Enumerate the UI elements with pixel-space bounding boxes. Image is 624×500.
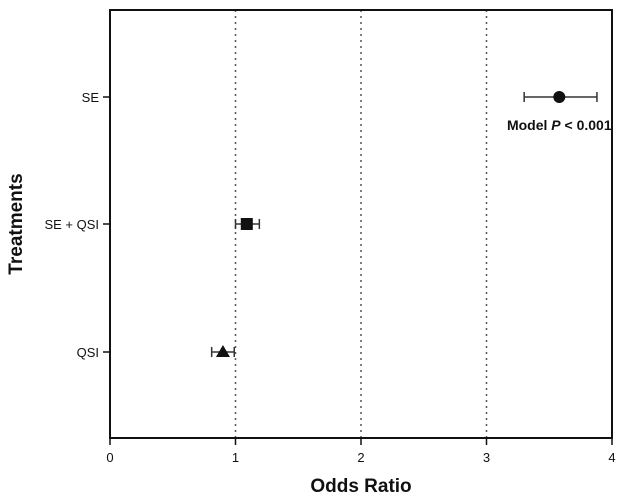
point-marker-circle <box>553 91 566 103</box>
x-tick-label: 2 <box>357 450 364 465</box>
point-marker-triangle <box>215 345 230 357</box>
y-axis: SE SE + QSI QSI <box>44 90 110 360</box>
x-axis-title: Odds Ratio <box>310 476 411 497</box>
annotation-suffix: < 0.001 <box>561 117 612 133</box>
model-p-annotation: Model P < 0.001 <box>507 117 612 133</box>
x-tick-label: 0 <box>106 450 113 465</box>
x-tick-label: 4 <box>608 450 615 465</box>
data-marks <box>210 91 598 357</box>
reference-gridlines <box>234 10 488 438</box>
x-tick-label: 3 <box>483 450 490 465</box>
y-tick-label: SE <box>82 90 100 105</box>
y-axis-title: Treatments <box>6 173 27 274</box>
plot-frame <box>109 9 613 439</box>
y-tick-label: SE + QSI <box>44 217 99 232</box>
x-axis: 0 1 2 3 4 <box>106 438 616 465</box>
x-tick-label: 1 <box>232 450 239 465</box>
annotation-prefix: Model <box>507 117 551 133</box>
point-marker-square <box>240 218 253 230</box>
y-tick-label: QSI <box>77 345 99 360</box>
annotation-p: P <box>551 117 561 133</box>
